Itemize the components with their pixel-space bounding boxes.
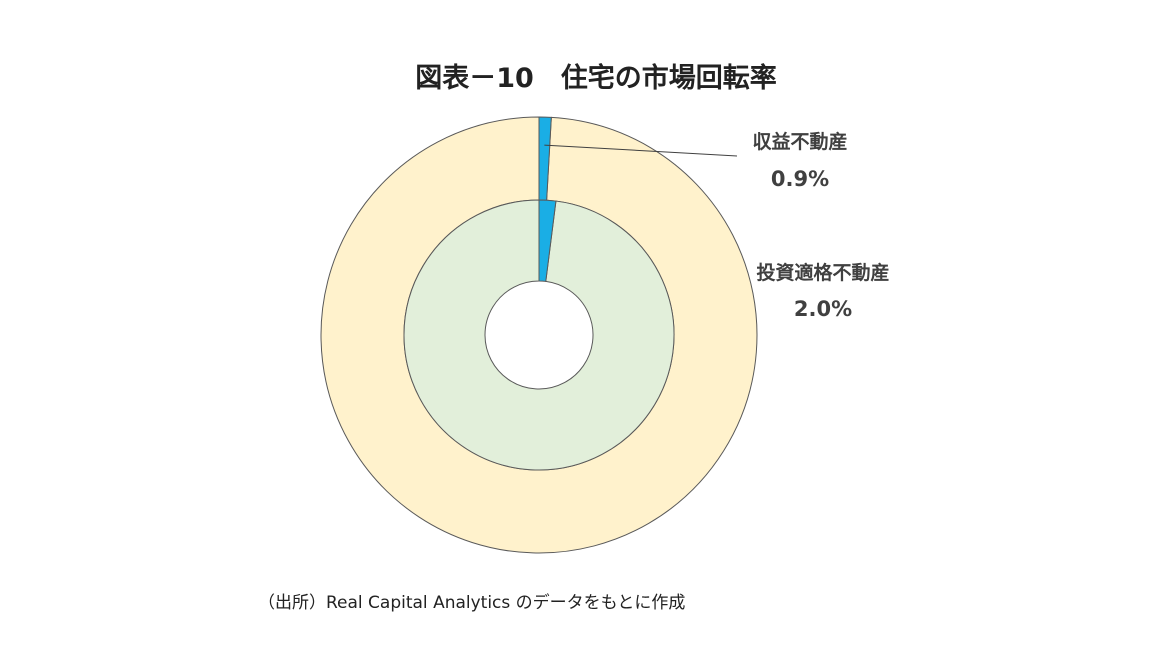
outer-ring-label: 収益不動産 bbox=[752, 130, 847, 153]
inner-ring-rest-slice bbox=[403, 199, 675, 471]
source-note: （出所）Real Capital Analytics のデータをもとに作成 bbox=[258, 592, 685, 613]
chart-title: 図表－10 住宅の市場回転率 bbox=[415, 62, 777, 94]
outer-ring-value: 0.9% bbox=[771, 167, 829, 191]
leader-line-outer bbox=[544, 144, 738, 157]
rings-group bbox=[320, 116, 758, 554]
inner-ring-label: 投資適格不動産 bbox=[756, 261, 889, 284]
inner-ring-value: 2.0% bbox=[794, 297, 852, 321]
inner-ring-value-slice bbox=[538, 199, 557, 282]
